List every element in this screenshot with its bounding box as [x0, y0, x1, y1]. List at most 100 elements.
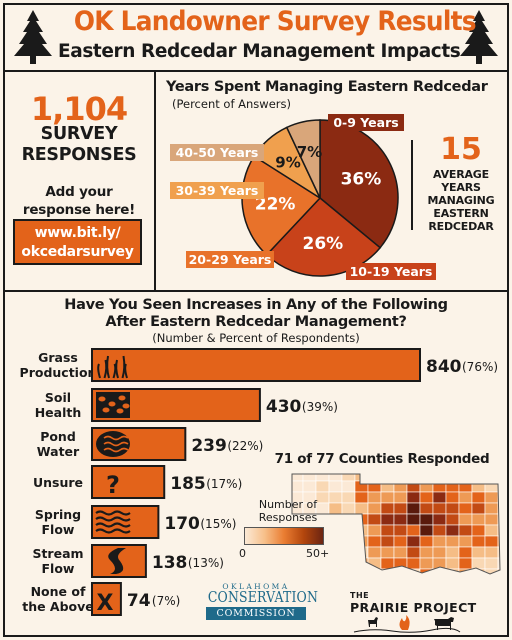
- average-divider: [411, 140, 413, 230]
- county: [341, 568, 356, 574]
- flow-wave: [95, 510, 131, 516]
- county: [406, 557, 421, 570]
- occ-logo-top: OKLAHOMA: [222, 582, 290, 591]
- bar-category-label: Flow: [42, 522, 75, 537]
- county: [292, 546, 304, 559]
- pie-category-tag: [346, 263, 436, 280]
- county: [292, 557, 304, 570]
- county: [302, 474, 317, 482]
- bar-value-label: 138: [152, 553, 188, 573]
- county: [471, 502, 486, 515]
- add-response-line: response here!: [22, 202, 136, 218]
- bar-category-label: Unsure: [33, 475, 83, 490]
- county: [497, 546, 500, 559]
- bar-percent-label: (76%): [462, 360, 498, 374]
- cow-icon: [434, 617, 454, 630]
- county: [458, 546, 473, 559]
- county: [484, 524, 499, 537]
- county: [380, 568, 395, 574]
- county: [432, 474, 447, 482]
- bar-category-label: Spring: [35, 507, 81, 522]
- county: [419, 557, 434, 570]
- stream-flow-icon: [96, 548, 126, 574]
- occ-logo-bottom: COMMISSION: [206, 607, 306, 620]
- grass-blade: [103, 359, 108, 379]
- county: [328, 524, 343, 537]
- county: [393, 535, 408, 548]
- county: [354, 491, 369, 504]
- cedar-tree-icon-right: [460, 10, 498, 64]
- county: [445, 480, 460, 493]
- county: [341, 480, 356, 493]
- pie-category-label: 0-9 Years: [333, 115, 398, 130]
- county: [484, 557, 499, 570]
- bar-chart-title-line: After Eastern Redcedar Management?: [105, 314, 407, 330]
- responses-label-line: RESPONSES: [21, 145, 137, 165]
- survey-link[interactable]: www.bit.ly/ okcedarsurvey: [13, 219, 142, 265]
- average-label-line: AVERAGE: [433, 168, 489, 181]
- county: [328, 535, 343, 548]
- pie-category-tag: [170, 144, 264, 161]
- county: [341, 546, 356, 559]
- county: [406, 524, 421, 537]
- county: [445, 546, 460, 559]
- county: [315, 480, 330, 493]
- bar-category-label: the Above: [22, 599, 94, 614]
- bar-percent-label: (7%): [152, 594, 180, 608]
- county: [302, 568, 317, 574]
- county: [315, 568, 330, 574]
- county: [341, 474, 356, 482]
- county: [432, 513, 447, 526]
- county: [367, 568, 382, 574]
- county: [328, 546, 343, 559]
- question-mark: ?: [106, 471, 120, 499]
- county: [328, 568, 343, 574]
- bar-value-label: 239: [191, 436, 227, 456]
- county: [484, 568, 499, 574]
- responses-label: SURVEY RESPONSES: [10, 124, 148, 166]
- average-label-line: MANAGING: [427, 194, 495, 207]
- county: [380, 502, 395, 515]
- county: [419, 568, 434, 574]
- bar-category-label: Flow: [42, 561, 75, 576]
- soil-pebble: [116, 408, 124, 414]
- county: [302, 480, 317, 493]
- county: [419, 546, 434, 559]
- county: [471, 491, 486, 504]
- flow-wave: [95, 522, 131, 528]
- average-label-line: YEARS: [441, 181, 481, 194]
- flow-wave: [95, 528, 131, 534]
- county: [393, 502, 408, 515]
- county: [380, 513, 395, 526]
- county: [471, 524, 486, 537]
- county: [341, 491, 356, 504]
- county: [380, 491, 395, 504]
- pie-value-label: 7%: [297, 143, 322, 161]
- pie-chart: 36% 0-9 Years 26% 10-19 Years 22% 20-29 Years…: [170, 114, 436, 280]
- survey-link-line: okcedarsurvey: [21, 244, 134, 260]
- pie-slice-10-19-years: [265, 196, 382, 277]
- bar-value-label: 170: [164, 514, 200, 534]
- county: [406, 502, 421, 515]
- water-wave: [103, 435, 129, 441]
- county: [354, 568, 369, 574]
- pie-chart-subtitle: (Percent of Answers): [172, 97, 291, 111]
- county: [458, 557, 473, 570]
- county: [393, 480, 408, 493]
- county: [341, 524, 356, 537]
- map-legend-title: Number of Responses: [240, 498, 336, 524]
- bar-percent-label: (39%): [302, 400, 338, 414]
- map-legend-min: 0: [239, 547, 246, 560]
- county: [419, 491, 434, 504]
- county: [328, 474, 343, 482]
- county: [471, 557, 486, 570]
- county: [328, 557, 343, 570]
- map-legend-title-line: Responses: [258, 511, 318, 524]
- county: [471, 513, 486, 526]
- pie-value-label: 36%: [341, 170, 382, 190]
- county: [471, 480, 486, 493]
- mid-divider: [3, 290, 509, 292]
- county: [458, 474, 473, 482]
- county: [354, 480, 369, 493]
- soil-pebble: [108, 401, 116, 407]
